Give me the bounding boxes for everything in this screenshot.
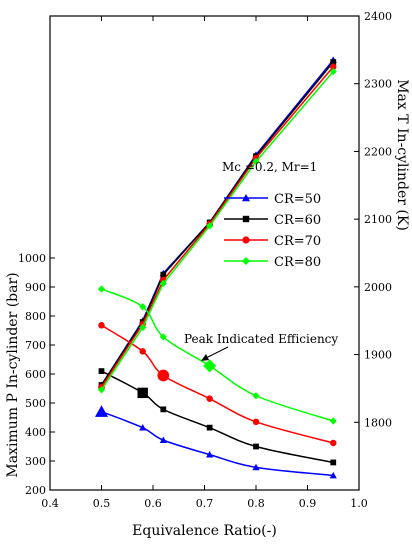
temperature-marker <box>330 63 337 71</box>
x-tick-label: 0.8 <box>247 497 265 510</box>
pressure-marker <box>206 395 213 402</box>
pressure-marker <box>139 424 147 431</box>
pressure-marker <box>252 392 260 400</box>
pressure-marker <box>252 418 260 426</box>
temperature-marker <box>206 222 214 230</box>
y-right-tick-label: 2300 <box>364 78 392 91</box>
pressure-marker <box>159 436 167 443</box>
x-tick-label: 0.5 <box>93 497 111 510</box>
x-tick-label: 0.7 <box>196 497 214 510</box>
y-right-tick-label: 2400 <box>364 10 392 23</box>
y-right-axis-title: Max T In-cylinder (K) <box>394 79 410 231</box>
temperature-line <box>100 66 334 388</box>
pressure-marker <box>329 471 337 479</box>
temperature-marker <box>252 157 260 166</box>
y-left-tick-label: 800 <box>25 310 46 323</box>
y-left-tick-label: 400 <box>25 426 46 439</box>
legend-label: CR=50 <box>274 192 321 207</box>
legend-marker <box>242 215 250 223</box>
x-axis-title: Equivalence Ratio(-) <box>132 523 277 539</box>
pressure-marker <box>98 322 105 329</box>
temperature-marker <box>329 67 337 76</box>
legend-marker <box>242 194 250 202</box>
temperature-marker <box>330 59 337 65</box>
pressure-peak-marker <box>137 387 148 399</box>
y-left-tick-label: 600 <box>25 368 46 381</box>
y-right-tick-label: 1800 <box>364 416 392 429</box>
peak-arrow-head <box>201 354 209 361</box>
pressure-peak-marker <box>157 369 170 382</box>
pressure-marker <box>206 451 214 458</box>
pressure-marker <box>330 459 337 466</box>
pressure-marker <box>252 463 260 471</box>
pressure-marker <box>206 424 213 431</box>
pressure-marker <box>139 348 146 355</box>
y-left-tick-label: 500 <box>25 397 46 410</box>
pressure-marker <box>159 333 167 341</box>
pressure-peak-marker <box>203 359 217 373</box>
y-right-tick-label: 1900 <box>364 349 392 362</box>
pressure-line <box>101 411 334 477</box>
legend-marker <box>242 257 250 265</box>
y-left-tick-label: 300 <box>25 455 46 468</box>
temperature-marker <box>97 386 106 394</box>
temperature-marker <box>159 279 167 288</box>
temperature-marker <box>160 271 167 278</box>
y-left-tick-label: 900 <box>25 281 46 294</box>
peak-arrow-line <box>205 346 229 359</box>
pressure-line <box>101 288 334 422</box>
pressure-marker <box>160 406 167 413</box>
y-left-axis-title: Maximum P In-cylinder (bar) <box>5 272 21 477</box>
legend-label: CR=60 <box>274 213 321 228</box>
temperature-line <box>100 71 334 391</box>
params-annotation: Mc =0.2, Mr=1 <box>222 160 317 174</box>
y-left-tick-label: 1000 <box>18 252 46 265</box>
temperature-line <box>100 61 334 386</box>
legend-label: CR=80 <box>274 255 321 270</box>
legend-marker <box>242 236 250 244</box>
pressure-marker <box>139 303 147 311</box>
series-cr-80 <box>97 67 337 425</box>
pressure-marker <box>98 368 105 374</box>
temperature-marker <box>139 323 147 332</box>
x-tick-label: 0.6 <box>144 497 162 510</box>
pressure-marker <box>253 443 259 450</box>
pressure-marker <box>329 417 337 425</box>
y-right-tick-label: 2100 <box>364 213 392 226</box>
y-left-tick-label: 700 <box>25 339 46 352</box>
pressure-marker <box>97 285 106 293</box>
y-left-tick-label: 200 <box>25 484 46 497</box>
y-right-tick-label: 2000 <box>364 281 392 294</box>
peak-annotation: Peak Indicated Efficiency <box>184 332 338 346</box>
pressure-peak-marker <box>95 405 108 417</box>
pressure-marker <box>330 439 337 447</box>
x-tick-label: 1.0 <box>350 497 368 510</box>
x-tick-label: 0.4 <box>41 497 59 510</box>
legend-label: CR=70 <box>274 234 321 249</box>
y-right-tick-label: 2200 <box>364 145 392 158</box>
x-tick-label: 0.9 <box>299 497 317 510</box>
pressure-line <box>101 370 334 464</box>
